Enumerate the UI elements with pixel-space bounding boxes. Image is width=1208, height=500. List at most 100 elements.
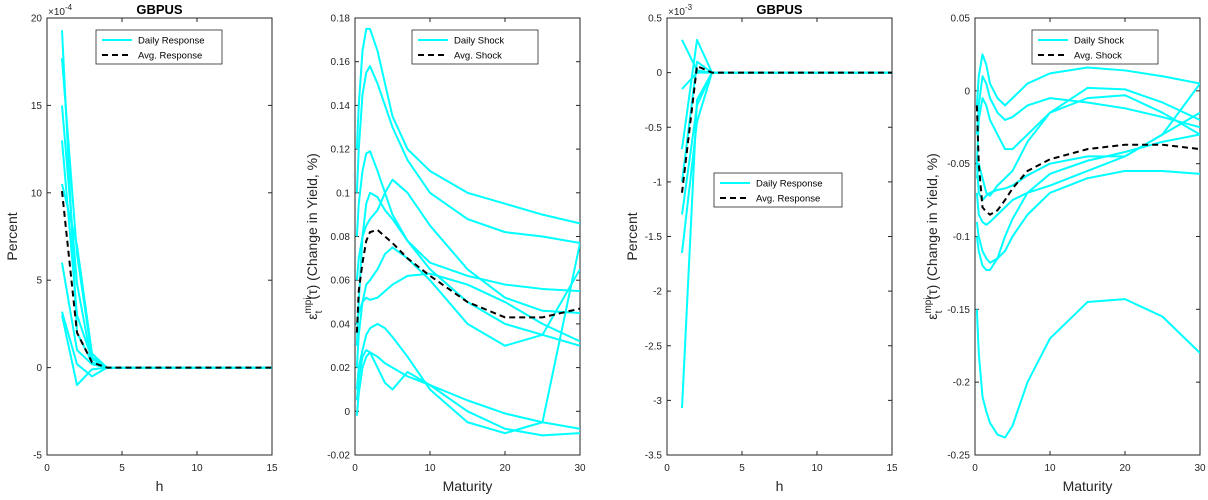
y-tick-label: 0.05 [951,14,971,25]
y-tick-label: 0.02 [331,363,351,374]
y-axis-label-text: (Change in Yield, %) [924,153,940,285]
daily-series-line-7 [681,71,892,409]
y-axis-label-epsilon: ε [924,314,940,320]
plot-area [666,17,893,456]
axis-exponent-base: ×10 [668,7,685,18]
chart-panel-2: 0 10 20 30-0.0200.020.040.060.080.10.120.14… [303,14,586,495]
y-axis-label: εmpit (τ) (Change in Yield, %) [303,153,325,320]
legend: Daily Shock Avg. Shock [1031,29,1159,65]
legend-label-average: Avg. Shock [1074,51,1122,62]
y-tick-label: 0.08 [331,232,351,243]
daily-series-line-5 [975,82,1200,202]
legend-label-daily: Daily Response [138,36,205,47]
daily-series-line-8 [355,242,580,435]
y-axis-label: Percent [4,212,20,260]
y-axis-label-text: (Change in Yield, %) [304,153,320,285]
chart-title: GBPUS [136,2,183,17]
axis-exponent-base: ×10 [48,7,65,18]
daily-series-line-7 [975,169,1200,264]
legend-label-daily: Daily Shock [454,36,504,47]
y-tick-label: 0 [656,68,662,79]
x-tick-label: 5 [119,463,125,474]
y-tick-label: 10 [31,188,43,199]
y-axis-label-subscript: t [934,310,945,313]
y-tick-label: 20 [31,14,43,25]
daily-series-line-2 [355,65,580,245]
y-tick-label: -2.5 [645,341,663,352]
legend-box [411,29,539,65]
axis-exponent: ×10-3 [668,3,693,18]
series-group [355,27,580,437]
series-group [61,30,272,387]
y-tick-label: -3 [653,396,662,407]
y-tick-label: -1.5 [645,232,663,243]
x-tick-label: 10 [1044,463,1056,474]
y-tick-label: 0 [36,363,42,374]
legend-box [95,29,223,65]
legend: Daily Response Avg. Response [95,29,223,65]
series-group [681,38,892,409]
x-axis-label: Maturity [443,478,493,494]
legend-label-average: Avg. Shock [454,51,502,62]
daily-series-line-9 [975,298,1200,439]
legend: Daily Shock Avg. Shock [411,29,539,65]
plot-area [974,17,1201,456]
x-tick-label: 0 [664,463,670,474]
daily-series-line-8 [975,133,1200,271]
y-tick-label: -1 [653,177,662,188]
x-axis-label: h [776,478,784,494]
daily-series-line-2 [975,75,1200,135]
daily-series-line-1 [355,27,580,225]
daily-series-line-6 [975,111,1200,226]
chart-panel-3: 0 5 10 15-3.5-3-2.5-2-1.5-1-0.500.5×10-3 GBP… [624,2,898,494]
y-tick-label: 0.04 [331,319,351,330]
daily-series-line-3 [355,150,580,293]
plot-area [46,17,273,456]
legend-label-average: Avg. Response [756,194,820,205]
axis-exponent-power: -3 [685,3,693,12]
x-axis-label: Maturity [1063,478,1113,494]
y-tick-label: -0.5 [645,123,663,134]
chart-title: GBPUS [756,2,803,17]
y-tick-label: 0.16 [331,57,351,68]
y-tick-label: 0.06 [331,276,351,287]
daily-series-line-4 [975,94,1200,197]
y-tick-label: -2 [653,287,662,298]
legend-label-average: Avg. Response [138,51,202,62]
x-tick-label: 15 [266,463,278,474]
y-axis-label-subscript: t [314,310,325,313]
daily-series-line-9 [355,349,580,437]
y-axis-label-tau: (τ) [304,285,320,300]
x-tick-label: 30 [574,463,586,474]
y-tick-label: 0.5 [648,14,662,25]
average-series-line [61,190,272,369]
y-axis-label-epsilon: ε [304,314,320,320]
x-tick-label: 0 [352,463,358,474]
y-tick-label: -0.1 [953,232,971,243]
average-series-line [975,105,1200,216]
x-axis-label: h [156,478,164,494]
y-tick-label: -3.5 [645,451,663,462]
legend-box [1031,29,1159,65]
daily-series-line-1 [975,53,1200,107]
y-tick-label: -5 [33,451,42,462]
y-tick-label: 0.18 [331,14,351,25]
x-tick-label: 0 [44,463,50,474]
y-tick-label: 15 [31,101,43,112]
legend-label-daily: Daily Response [756,179,823,190]
x-tick-label: 5 [739,463,745,474]
legend-box [713,172,843,208]
y-axis-label: Percent [624,212,640,260]
y-tick-label: 0 [964,86,970,97]
y-tick-label: -0.25 [947,451,970,462]
y-axis-label-superscript: mpi [303,297,314,313]
axis-exponent: ×10-4 [48,3,73,18]
x-tick-label: 20 [499,463,511,474]
x-tick-label: 30 [1194,463,1206,474]
axis-exponent-power: -4 [65,3,73,12]
x-tick-label: 10 [424,463,436,474]
daily-series-line-5 [355,178,580,314]
daily-series-line-7 [355,246,580,368]
x-tick-label: 10 [191,463,203,474]
daily-series-line-4 [355,191,580,347]
